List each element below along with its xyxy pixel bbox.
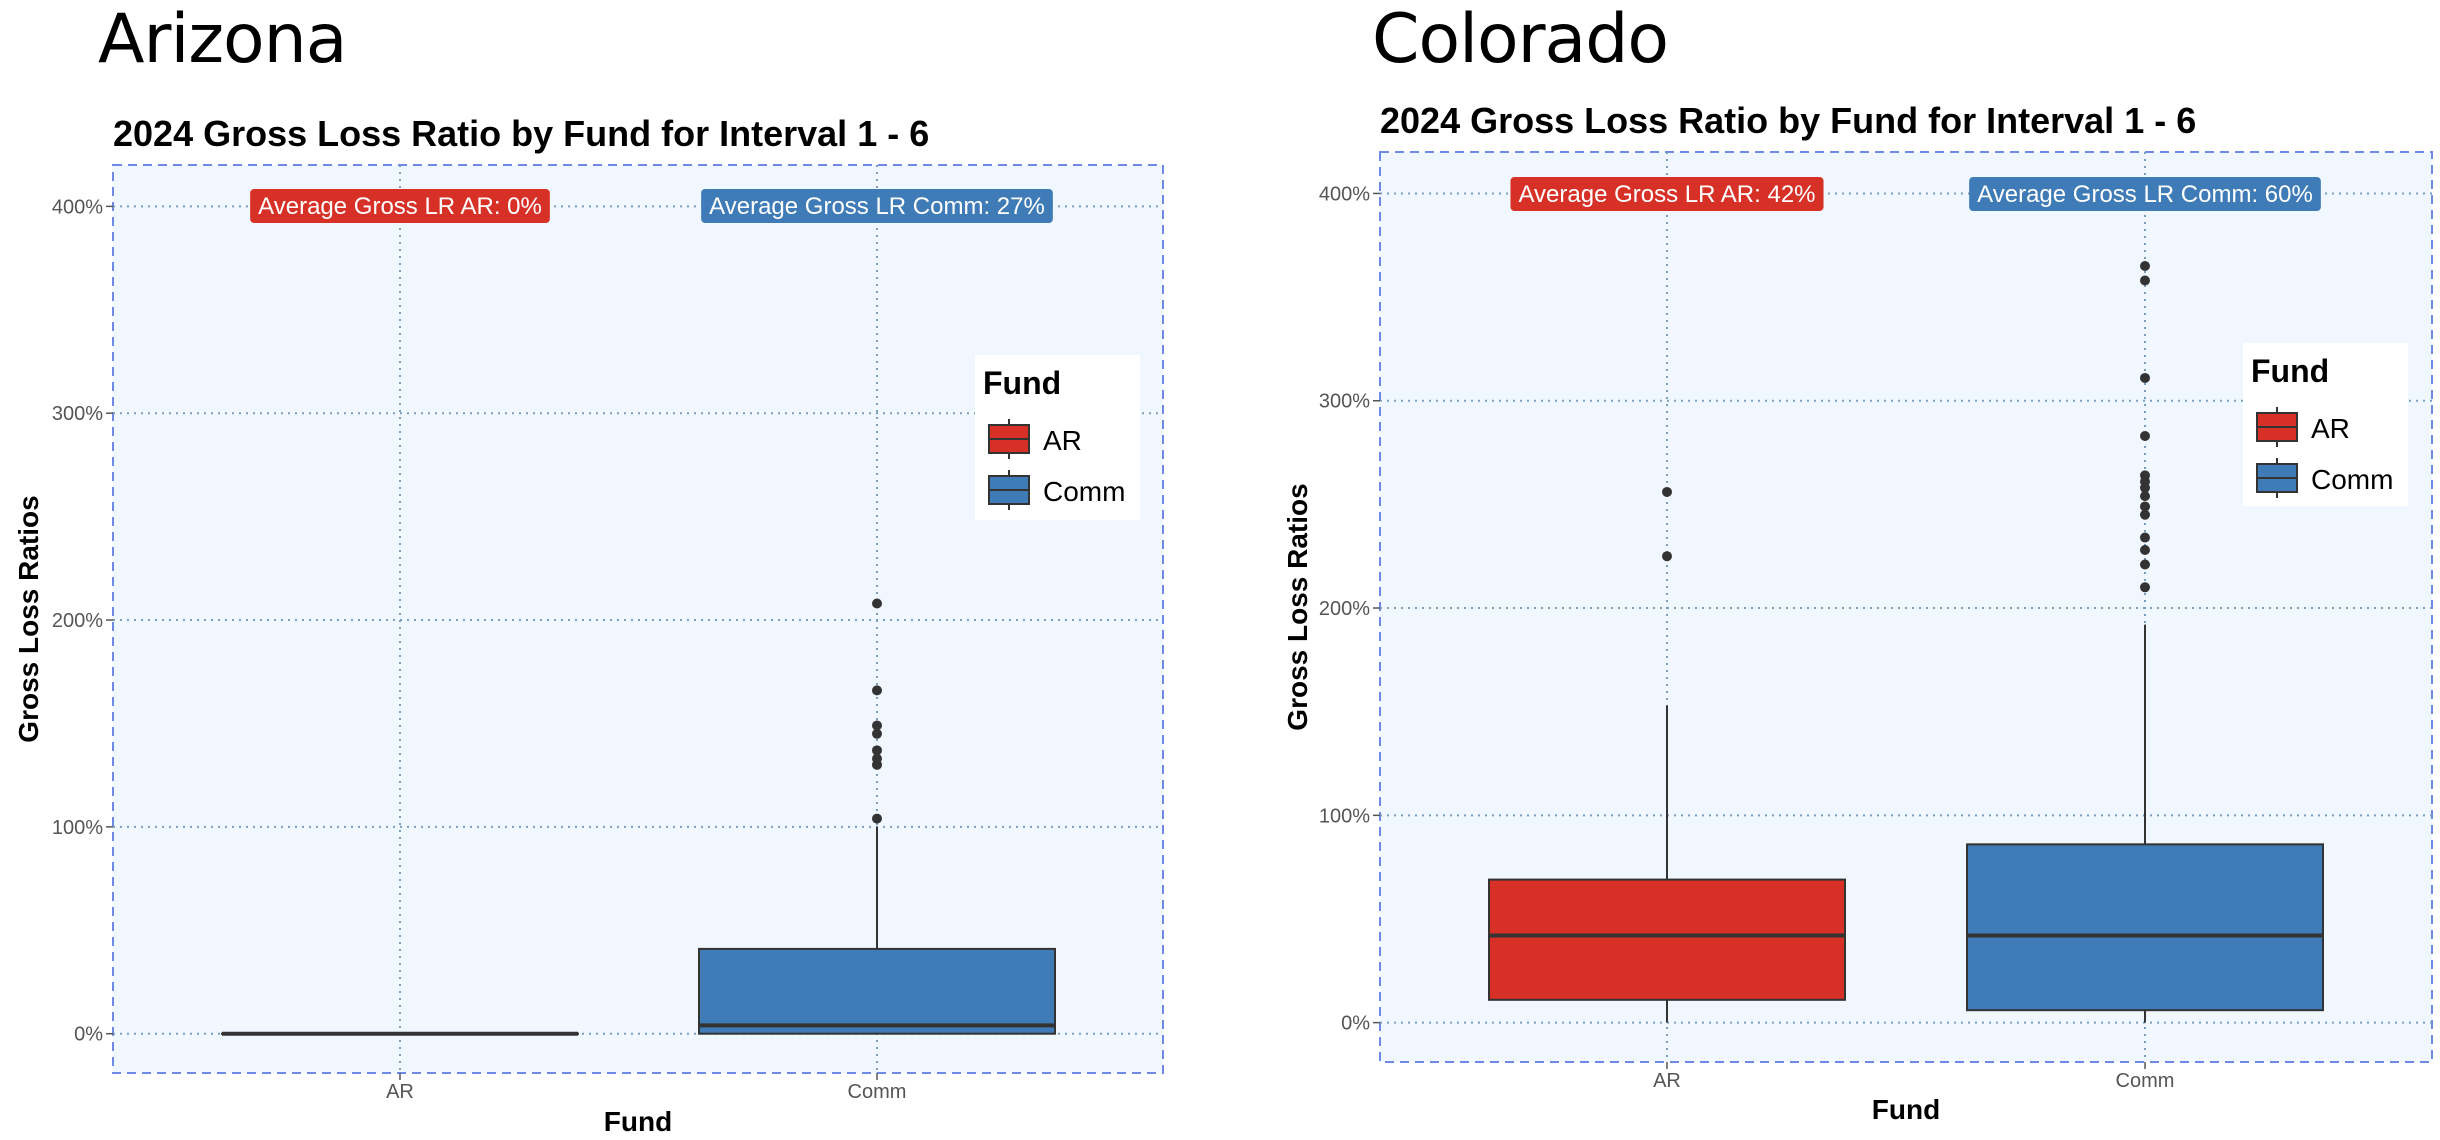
outlier-point — [2140, 372, 2150, 383]
outlier-point — [2140, 501, 2150, 512]
average-label-text: Average Gross LR AR: 42% — [1518, 181, 1815, 208]
outlier-point — [2140, 582, 2150, 593]
colorado-panel: Colorado 2024 Gross Loss Ratio by Fund f… — [1220, 0, 2440, 1140]
outlier-point — [1662, 551, 1672, 562]
average-label-text: Average Gross LR Comm: 60% — [1977, 181, 2313, 208]
outlier-point — [2140, 261, 2150, 272]
box-comm — [698, 598, 1056, 1035]
box-body — [1488, 878, 1846, 1001]
legend-label: AR — [2311, 413, 2350, 444]
x-tick-label: AR — [386, 1081, 414, 1103]
outlier-point — [872, 745, 882, 756]
legend-label: AR — [1043, 425, 1082, 456]
box-plot-chart: 2024 Gross Loss Ratio by Fund for Interv… — [13, 113, 1164, 1137]
y-axis-title: Gross Loss Ratios — [13, 495, 44, 742]
legend: Fund AR Comm — [975, 355, 1140, 520]
arizona-panel: Arizona 2024 Gross Loss Ratio by Fund fo… — [13, 0, 1164, 1137]
outlier-point — [872, 685, 882, 696]
y-tick-label: 300% — [52, 403, 103, 425]
average-label-text: Average Gross LR Comm: 27% — [709, 193, 1045, 220]
x-axis-title: Fund — [604, 1106, 672, 1137]
y-tick-label: 200% — [1319, 598, 1370, 620]
outlier-point — [872, 813, 882, 824]
x-axis-title: Fund — [1872, 1094, 1940, 1125]
outlier-point — [1662, 486, 1672, 497]
y-axis-title: Gross Loss Ratios — [1282, 483, 1313, 730]
outlier-point — [2140, 275, 2150, 286]
outlier-point — [2140, 559, 2150, 570]
y-tick-label: 100% — [1319, 805, 1370, 827]
outlier-point — [2140, 532, 2150, 543]
state-title: Colorado — [1372, 0, 1669, 79]
chart-title: 2024 Gross Loss Ratio by Fund for Interv… — [113, 113, 929, 154]
box-body — [1966, 843, 2324, 1012]
x-tick-label: Comm — [2116, 1070, 2175, 1092]
outlier-point — [872, 720, 882, 731]
x-tick-label: AR — [1653, 1070, 1681, 1092]
legend-title: Fund — [2251, 353, 2329, 389]
average-label: Average Gross LR Comm: 27% — [701, 189, 1053, 223]
box-plot-chart: 2024 Gross Loss Ratio by Fund for Interv… — [1282, 100, 2433, 1125]
outlier-point — [872, 753, 882, 764]
legend-label: Comm — [1043, 476, 1125, 507]
legend-label: Comm — [2311, 464, 2393, 495]
average-label: Average Gross LR Comm: 60% — [1969, 177, 2321, 211]
y-tick-label: 100% — [52, 817, 103, 839]
y-tick-label: 0% — [74, 1024, 103, 1046]
average-label-bg — [1969, 177, 2321, 211]
legend: Fund AR Comm — [2243, 343, 2408, 506]
plot-panel — [112, 164, 1164, 1074]
average-label-text: Average Gross LR AR: 0% — [258, 193, 542, 220]
y-tick-label: 200% — [52, 610, 103, 632]
box-ar — [1488, 486, 1846, 1023]
outlier-point — [2140, 430, 2150, 441]
legend-title: Fund — [983, 365, 1061, 401]
state-title: Arizona — [98, 0, 347, 79]
outlier-point — [2140, 544, 2150, 555]
outlier-point — [2140, 470, 2150, 481]
x-tick-label: Comm — [848, 1081, 907, 1103]
average-label: Average Gross LR AR: 0% — [250, 189, 550, 223]
box-comm — [1966, 261, 2324, 1023]
average-label-bg — [1510, 177, 1824, 211]
average-label: Average Gross LR AR: 42% — [1510, 177, 1824, 211]
average-label-bg — [701, 189, 1053, 223]
outlier-point — [2140, 509, 2150, 520]
outlier-point — [2140, 491, 2150, 502]
y-tick-label: 0% — [1341, 1013, 1370, 1035]
y-tick-label: 300% — [1319, 391, 1370, 413]
y-tick-label: 400% — [52, 196, 103, 218]
average-label-bg — [250, 189, 550, 223]
chart-title: 2024 Gross Loss Ratio by Fund for Interv… — [1380, 100, 2196, 141]
box-body — [698, 947, 1056, 1035]
outlier-point — [872, 728, 882, 739]
outlier-point — [872, 598, 882, 609]
y-tick-label: 400% — [1319, 183, 1370, 205]
